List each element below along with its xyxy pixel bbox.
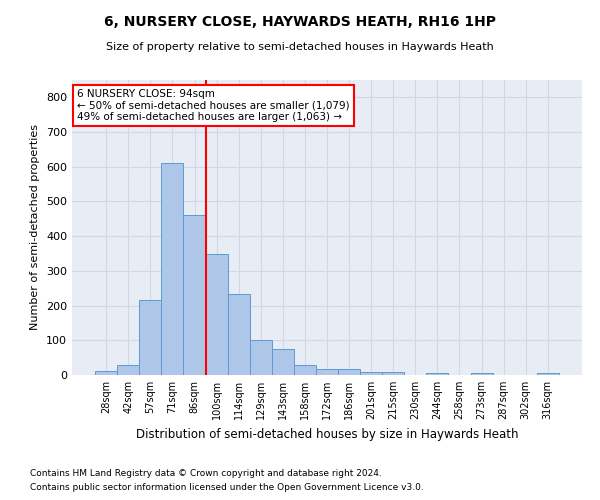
Bar	[95, 371, 117, 375]
Bar	[184, 216, 206, 375]
Bar	[161, 164, 184, 375]
Bar	[139, 300, 161, 375]
Bar	[470, 374, 493, 375]
Bar	[427, 374, 448, 375]
Bar	[338, 369, 360, 375]
Text: Contains public sector information licensed under the Open Government Licence v3: Contains public sector information licen…	[30, 484, 424, 492]
Bar	[382, 372, 404, 375]
Bar	[537, 374, 559, 375]
Bar	[316, 369, 338, 375]
Text: Size of property relative to semi-detached houses in Haywards Heath: Size of property relative to semi-detach…	[106, 42, 494, 52]
X-axis label: Distribution of semi-detached houses by size in Haywards Heath: Distribution of semi-detached houses by …	[136, 428, 518, 440]
Bar	[294, 364, 316, 375]
Bar	[360, 372, 382, 375]
Bar	[227, 294, 250, 375]
Text: 6 NURSERY CLOSE: 94sqm
← 50% of semi-detached houses are smaller (1,079)
49% of : 6 NURSERY CLOSE: 94sqm ← 50% of semi-det…	[77, 89, 350, 122]
Y-axis label: Number of semi-detached properties: Number of semi-detached properties	[31, 124, 40, 330]
Bar	[250, 340, 272, 375]
Bar	[272, 349, 294, 375]
Bar	[117, 364, 139, 375]
Bar	[206, 254, 227, 375]
Text: 6, NURSERY CLOSE, HAYWARDS HEATH, RH16 1HP: 6, NURSERY CLOSE, HAYWARDS HEATH, RH16 1…	[104, 15, 496, 29]
Text: Contains HM Land Registry data © Crown copyright and database right 2024.: Contains HM Land Registry data © Crown c…	[30, 468, 382, 477]
